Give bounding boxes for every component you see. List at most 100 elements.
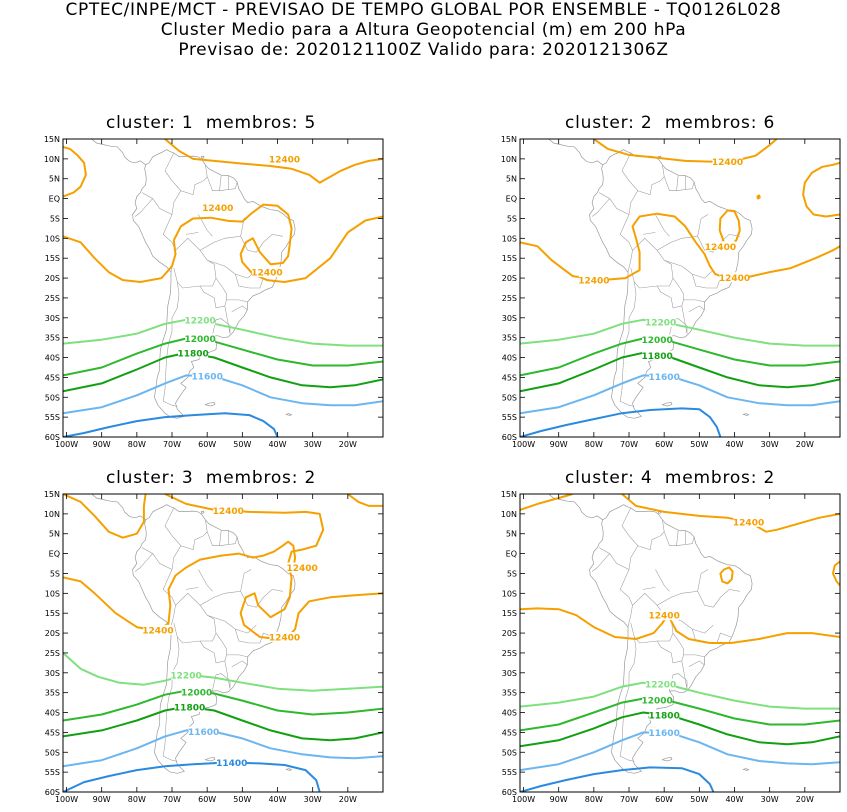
country-border	[199, 569, 252, 606]
lon-tick-label: 50W	[233, 440, 251, 449]
contour-label: 12400	[712, 158, 743, 168]
country-border	[656, 569, 709, 606]
contour-label-bg	[269, 153, 300, 164]
country-border	[186, 232, 199, 235]
contour-label-bg	[269, 632, 300, 643]
contour-label-bg	[712, 156, 743, 167]
contour-label-bg	[178, 347, 209, 358]
lat-tick-label: 35S	[502, 334, 517, 343]
lat-tick-label: 5N	[49, 530, 60, 539]
contour-label-bg	[192, 370, 223, 381]
contour-12400	[63, 540, 297, 633]
country-border	[685, 181, 695, 190]
lon-tick-label: 70W	[620, 795, 638, 804]
contour-label-bg	[213, 505, 244, 516]
contour-12400	[802, 161, 840, 218]
contour-label-bg	[719, 272, 750, 283]
country-border	[228, 536, 238, 545]
country-border	[663, 175, 679, 191]
lat-tick-label: 50S	[502, 748, 517, 757]
lon-tick-label: 90W	[93, 440, 111, 449]
contour-11400	[520, 407, 722, 437]
country-border	[655, 214, 670, 237]
lon-tick-label: 40W	[268, 440, 286, 449]
lon-tick-label: 90W	[550, 440, 568, 449]
country-border	[228, 181, 238, 190]
contour-label: 11800	[641, 352, 672, 362]
contour-12200	[520, 681, 840, 710]
island	[661, 757, 673, 762]
lon-tick-label: 90W	[550, 795, 568, 804]
lon-tick-label: 70W	[163, 795, 181, 804]
contour-label: 12000	[641, 336, 672, 346]
lon-tick-label: 80W	[585, 795, 603, 804]
map-panel-1: 12400 12400 12400 12200 12000 11800 11600 15N 10…	[44, 135, 384, 449]
contour-label: 12400	[269, 155, 300, 165]
country-border	[198, 214, 213, 237]
lon-tick-label: 30W	[761, 795, 779, 804]
country-border	[676, 175, 686, 191]
header-line-1: CPTEC/INPE/MCT - PREVISAO DE TEMPO GLOBA…	[65, 0, 782, 20]
contour-label-bg	[642, 694, 673, 705]
panel-title-2: cluster: 2 membros: 6	[565, 113, 776, 133]
lat-tick-label: 60S	[502, 433, 517, 442]
contour-label-bg	[142, 624, 173, 635]
contour-label-bg	[181, 686, 212, 697]
country-border	[688, 305, 705, 313]
contour-12400	[718, 209, 741, 248]
lat-tick-label: 45S	[502, 373, 517, 382]
lon-tick-label: 100W	[55, 795, 78, 804]
country-border	[231, 305, 248, 313]
lat-tick-label: EQ	[506, 550, 517, 559]
lon-tick-label: 60W	[198, 795, 216, 804]
country-border	[231, 660, 248, 668]
header-line-2: Cluster Medio para a Altura Geopotencial…	[160, 20, 687, 40]
contour-label: 12400	[705, 243, 736, 253]
lon-tick-label: 100W	[55, 440, 78, 449]
island	[742, 413, 750, 416]
country-border	[173, 237, 217, 289]
country-border	[199, 632, 227, 664]
contour-11600	[63, 374, 383, 415]
contour-label-bg	[642, 350, 673, 361]
contour-11600	[520, 374, 840, 415]
contour-12400	[63, 494, 147, 539]
lat-tick-label: 10N	[501, 155, 517, 164]
contour-label: 12400	[251, 269, 282, 279]
plot-frame	[519, 138, 841, 438]
lon-tick-label: 100W	[512, 795, 535, 804]
lat-tick-label: 30S	[45, 314, 60, 323]
contour-12400	[756, 194, 761, 200]
contour-label: 12400	[269, 634, 300, 644]
lon-tick-label: 40W	[268, 795, 286, 804]
lat-tick-label: 50S	[45, 748, 60, 757]
contour-12400	[63, 145, 87, 198]
lon-tick-label: 70W	[163, 440, 181, 449]
contour-12400	[520, 494, 573, 511]
country-border	[637, 519, 665, 550]
lat-tick-label: 25S	[45, 294, 60, 303]
country-border	[206, 530, 222, 546]
contour-label-bg	[649, 371, 680, 382]
country-border	[180, 164, 208, 195]
country-border	[164, 507, 182, 570]
map-panel-3: 12400 12400 12400 12400 12200 12000 11800 11600…	[44, 490, 384, 804]
lat-tick-label: 45S	[45, 728, 60, 737]
contour-11400	[520, 766, 715, 792]
map-panel-2: 12400 12400 12400 12400 12200 12000 11800 11600…	[501, 135, 841, 449]
lat-tick-label: 10S	[45, 234, 60, 243]
contour-label-bg	[705, 241, 736, 252]
contour-11400	[63, 761, 321, 792]
contour-12400	[164, 494, 383, 640]
lat-tick-label: 15N	[44, 135, 60, 144]
lat-tick-label: 30S	[45, 669, 60, 678]
lat-tick-label: 15N	[501, 135, 517, 144]
contour-label-bg	[202, 202, 233, 213]
contour-label: 11400	[216, 759, 247, 769]
lat-tick-label: 20S	[502, 629, 517, 638]
country-border	[591, 553, 610, 572]
country-border	[186, 587, 199, 590]
lon-tick-label: 100W	[512, 440, 535, 449]
contour-label-bg	[185, 314, 216, 325]
lat-tick-label: 20S	[502, 274, 517, 283]
